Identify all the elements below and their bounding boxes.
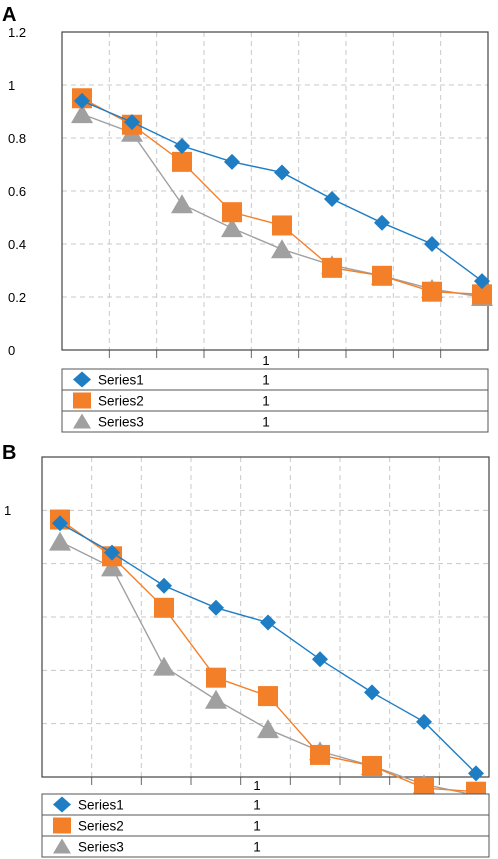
y-tick-label: 0 bbox=[8, 343, 15, 358]
data-point-diamond bbox=[274, 164, 290, 181]
legend-series-value: 1 bbox=[262, 394, 270, 409]
y-tick-label: 0.6 bbox=[8, 184, 26, 199]
data-point-square bbox=[272, 215, 292, 236]
legend-border bbox=[61, 368, 489, 433]
data-point-diamond bbox=[374, 214, 390, 231]
legend-series-value: 1 bbox=[262, 373, 270, 388]
series-line bbox=[59, 540, 477, 797]
data-point-diamond bbox=[260, 614, 276, 631]
data-point-square bbox=[422, 281, 442, 302]
legend-marker-triangle bbox=[73, 413, 91, 429]
chart-panel-b: 1 1 Series1 1 Series2 1 Series3 1 bbox=[4, 456, 490, 858]
data-point-triangle bbox=[71, 104, 93, 124]
data-point-square bbox=[222, 202, 242, 223]
legend-marker-triangle bbox=[53, 838, 71, 854]
legend-series-name: Series3 bbox=[98, 415, 144, 430]
plot-area bbox=[41, 456, 490, 778]
x-tick-label: 1 bbox=[262, 353, 269, 368]
plot-area bbox=[61, 31, 489, 351]
data-point-diamond bbox=[424, 236, 440, 252]
legend-series-value: 1 bbox=[253, 819, 261, 834]
legend-marker-diamond bbox=[53, 796, 71, 813]
x-tick-label: 1 bbox=[253, 778, 260, 793]
data-point-diamond bbox=[312, 651, 328, 668]
data-point-diamond bbox=[364, 684, 380, 701]
series-series1 bbox=[52, 515, 484, 782]
data-point-triangle bbox=[221, 218, 243, 238]
data-point-triangle bbox=[257, 719, 279, 739]
data-point-diamond bbox=[416, 713, 432, 730]
data-point-diamond bbox=[156, 577, 172, 594]
legend-border bbox=[41, 793, 490, 858]
data-point-square bbox=[414, 778, 434, 799]
legend-series-name: Series3 bbox=[78, 840, 124, 855]
series-series1 bbox=[74, 92, 490, 290]
data-point-triangle bbox=[271, 239, 293, 259]
legend-marker-square bbox=[53, 817, 71, 834]
data-point-diamond bbox=[224, 153, 240, 170]
legend-series-value: 1 bbox=[253, 798, 261, 813]
data-point-triangle bbox=[101, 557, 123, 577]
legend-series-value: 1 bbox=[253, 840, 261, 855]
data-point-diamond bbox=[52, 515, 68, 532]
data-point-square bbox=[310, 744, 330, 765]
legend-series-name: Series2 bbox=[98, 394, 144, 409]
data-point-square bbox=[172, 151, 192, 172]
y-tick-label: 0.2 bbox=[8, 290, 26, 305]
legend-table: Series1 1 Series2 1 Series3 1 bbox=[41, 793, 490, 858]
data-point-diamond bbox=[468, 765, 484, 782]
data-point-diamond bbox=[124, 114, 140, 131]
panel-label-b: B bbox=[2, 442, 16, 464]
data-point-square bbox=[472, 284, 492, 305]
grid bbox=[62, 32, 488, 358]
data-point-square bbox=[322, 257, 342, 278]
data-point-diamond bbox=[74, 92, 90, 109]
legend-series-name: Series1 bbox=[78, 798, 124, 813]
data-point-diamond bbox=[104, 544, 120, 561]
data-point-triangle bbox=[205, 689, 227, 709]
series-line bbox=[59, 518, 477, 793]
panel-label-a: A bbox=[2, 4, 16, 26]
series-series3 bbox=[49, 531, 487, 805]
legend-series-name: Series1 bbox=[98, 373, 144, 388]
data-point-square bbox=[372, 265, 392, 286]
data-point-triangle bbox=[171, 194, 193, 214]
y-tick-label: 0.4 bbox=[8, 237, 26, 252]
data-point-diamond bbox=[474, 273, 490, 290]
data-point-square bbox=[206, 667, 226, 688]
data-point-triangle bbox=[153, 656, 175, 676]
y-tick-label: 0.8 bbox=[8, 131, 26, 146]
data-point-triangle bbox=[49, 531, 71, 551]
legend-table: Series1 1 Series2 1 Series3 1 bbox=[61, 368, 489, 433]
data-point-diamond bbox=[324, 190, 340, 207]
legend-series-value: 1 bbox=[262, 415, 270, 430]
legend-series-name: Series2 bbox=[78, 819, 124, 834]
y-tick-label: 1 bbox=[8, 78, 15, 93]
data-point-diamond bbox=[208, 599, 224, 616]
data-point-diamond bbox=[174, 137, 190, 154]
legend-marker-square bbox=[73, 392, 91, 409]
legend-marker-diamond bbox=[73, 371, 91, 388]
data-point-square bbox=[154, 597, 174, 618]
data-point-square bbox=[258, 686, 278, 707]
data-point-square bbox=[362, 755, 382, 776]
y-tick-label: 1 bbox=[4, 503, 11, 518]
y-tick-label: 1.2 bbox=[8, 25, 26, 40]
